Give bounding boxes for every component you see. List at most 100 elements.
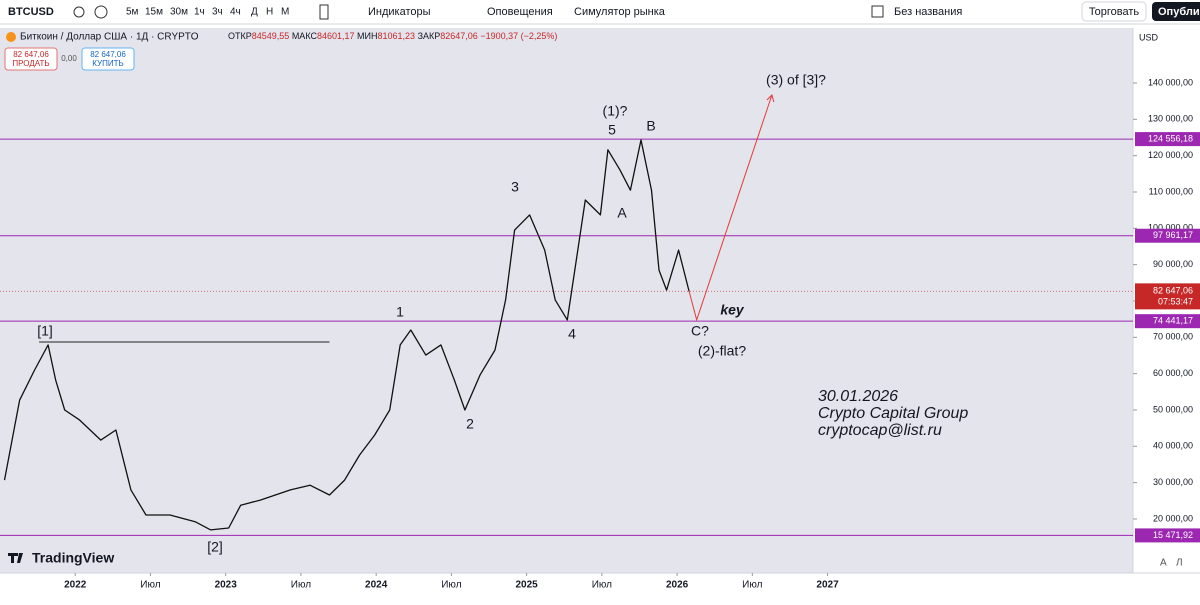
spread: 0,00 [61,54,77,63]
icon-compare[interactable] [73,6,85,18]
signature: cryptocap@list.ru [818,422,942,439]
sell-price: 82 647,06 [13,50,49,59]
x-tick-label: Июл [140,580,160,591]
y-tick-label: 140 000,00 [1148,77,1193,87]
publish-label: Опублико [1158,6,1200,18]
y-tick-label: 40 000,00 [1153,441,1193,451]
x-tick-label: Июл [592,580,612,591]
replay[interactable]: Симулятор рынка [574,6,666,18]
legend-ohlc: ОТКР84549,55 МАКС84601,17 МИН81061,23 ЗА… [228,31,557,41]
ohlc-value: 84549,55 [252,31,290,41]
x-tick-label: 2027 [816,580,839,591]
wave-label: 2 [466,416,474,432]
arrow-head [766,94,775,103]
wave-label: (2)-flat? [698,343,746,359]
x-tick-label: 2024 [365,580,388,591]
countdown: 07:53:47 [1158,297,1193,307]
scale-button[interactable]: A [1160,558,1167,569]
level-tag [1135,528,1200,543]
interval[interactable]: 15м [145,7,163,18]
x-tick-label: 2022 [64,580,87,591]
wave-label: 1 [396,304,404,320]
wave-label: (1)? [603,103,628,119]
y-tick-label: 110 000,00 [1149,186,1193,196]
sell-button[interactable] [4,47,58,71]
last-price-label: 82 647,06 [1153,286,1193,296]
icon-add[interactable] [94,5,108,19]
level-tag [1135,228,1200,243]
level-tag [1135,132,1200,147]
buy-button[interactable] [81,47,135,71]
checkbox[interactable] [871,5,884,18]
watermark-logo [8,553,23,563]
symbol[interactable]: BTCUSD [8,6,54,18]
last-price-tag [1135,283,1200,310]
buy-label: КУПИТЬ [92,59,123,68]
y-tick-label: 60 000,00 [1153,368,1193,378]
intervals: 5м 15м 30м 1ч 3ч 4ч Д Н М [126,7,289,18]
y-tick-label: 30 000,00 [1153,477,1193,487]
wave-label: (3) of [3]? [766,72,826,88]
y-tick-label: 130 000,00 [1148,114,1193,124]
interval[interactable]: 30м [170,7,188,18]
sell-label: ПРОДАТЬ [12,59,49,68]
wave-label: [1] [37,323,53,339]
y-tick-label: 100 000,00 [1148,223,1193,233]
signature: 30.01.2026 [818,388,898,405]
interval[interactable]: 4ч [230,7,241,18]
publish-button[interactable] [1152,2,1200,21]
interval[interactable]: 3ч [212,7,223,18]
trade-button[interactable] [1081,1,1147,22]
y-tick-label: 90 000,00 [1153,259,1193,269]
wave-label: B [646,118,655,134]
alerts[interactable]: Оповещения [487,6,553,18]
interval[interactable]: 5м [126,7,139,18]
scale-button[interactable]: Л [1176,558,1183,569]
ohlc-label: ОТКР [228,31,252,41]
interval[interactable]: Д [251,7,258,18]
interval[interactable]: Н [266,7,273,18]
interval[interactable]: 1ч [194,7,205,18]
projection [688,94,773,322]
wave-label: C? [691,323,709,339]
ohlc-label: ЗАКР [418,31,441,41]
x-tick-label: 2025 [516,580,539,591]
plot-area [0,28,1133,573]
x-tick-label: 2026 [666,580,689,591]
ohlc-value: 82647,06 [440,31,478,41]
wave-label: 4 [568,326,576,342]
signature: Crypto Capital Group [818,405,968,422]
x-tick-label: Июл [291,580,311,591]
indicators[interactable]: Индикаторы [368,6,431,18]
ohlc-label: МИН [357,31,377,41]
wave-label: A [617,205,627,221]
legend-title: Биткоин / Доллар США · 1Д · CRYPTO [20,32,199,43]
coin-icon [6,32,16,42]
y-tick-label: 50 000,00 [1153,404,1193,414]
level-label: 15 471,92 [1153,530,1193,540]
trade-label: Торговать [1089,6,1140,18]
x-tick-label: 2023 [215,580,238,591]
level-label: 124 556,18 [1148,133,1193,143]
wave-label: key [720,302,745,318]
wave-label: [2] [207,539,223,555]
price-line [3,139,690,531]
wave-label: 5 [608,122,616,138]
change: −1900,37 (−2,25%) [480,31,557,41]
x-tick-label: Июл [742,580,762,591]
y-tick-label: 20 000,00 [1153,513,1193,523]
interval[interactable]: М [281,7,289,18]
chart-layer: 20 000,00 30 000,00 40 000,00 50 000,00 60 0… [0,72,1200,591]
level-label: 74 441,17 [1153,316,1193,326]
layout-name[interactable]: Без названия [894,6,962,18]
icon-candles[interactable] [319,4,329,20]
watermark: TradingView [32,550,114,566]
ohlc-label: МАКС [292,31,318,41]
level-label: 97 961,17 [1153,230,1193,240]
currency[interactable]: USD [1139,32,1159,42]
y-tick-label: 70 000,00 [1153,332,1193,342]
ohlc-value: 84601,17 [317,31,355,41]
x-tick-label: Июл [441,580,461,591]
buy-price: 82 647,06 [90,50,126,59]
